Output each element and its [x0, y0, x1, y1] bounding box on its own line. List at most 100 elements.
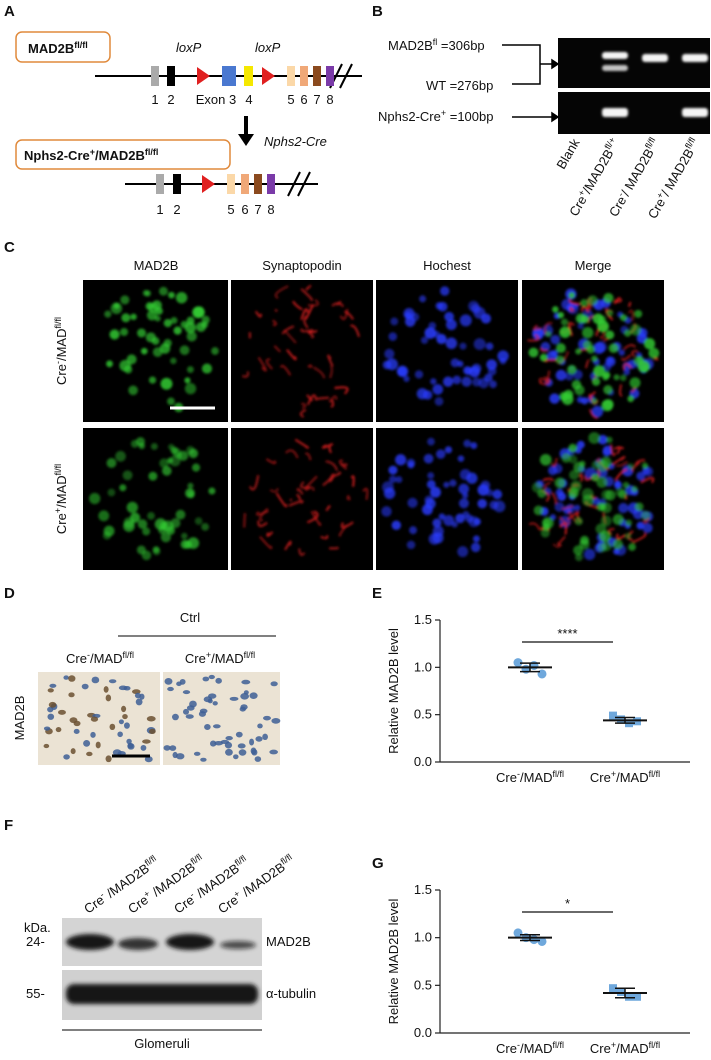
- filament: [259, 507, 269, 522]
- nucleus: [643, 338, 656, 350]
- superscript: +: [576, 188, 587, 198]
- nucleus: [122, 470, 133, 481]
- filament: [640, 476, 655, 484]
- nucleus: [103, 686, 109, 693]
- row-label: Cre-/MADfl/fl: [53, 317, 69, 385]
- data-point: [529, 935, 539, 945]
- gel-bands: [602, 52, 708, 117]
- superscript: +: [142, 888, 152, 899]
- nucleus: [450, 358, 460, 368]
- text-part: /MAD: [211, 651, 244, 666]
- nucleus: [404, 311, 412, 319]
- panel-label: G: [372, 855, 384, 872]
- filament: [551, 457, 558, 467]
- filament: [305, 284, 312, 291]
- filament: [542, 477, 554, 482]
- nucleus: [470, 542, 481, 553]
- nucleus: [426, 479, 436, 489]
- nucleus: [429, 486, 441, 498]
- nucleus: [586, 345, 595, 354]
- nucleus: [212, 701, 218, 706]
- filament: [610, 444, 617, 457]
- nucleus: [477, 484, 490, 496]
- nucleus: [414, 370, 424, 379]
- nucleus: [185, 488, 195, 499]
- nucleus: [549, 393, 560, 404]
- nucleus: [435, 449, 446, 459]
- superscript: +: [232, 888, 242, 899]
- nucleus: [561, 453, 572, 463]
- nucleus: [389, 475, 397, 484]
- nucleus: [105, 755, 112, 763]
- nucleus: [163, 745, 171, 751]
- superscript: fl/fl: [244, 650, 256, 660]
- nucleus: [565, 372, 574, 381]
- nucleus: [622, 481, 630, 489]
- nucleus: [142, 739, 151, 744]
- text-part: /MAD: [54, 329, 69, 362]
- nucleus: [164, 678, 173, 685]
- filament: [558, 515, 572, 525]
- nucleus: [492, 489, 503, 500]
- nucleus: [396, 365, 409, 378]
- ihc-image: [163, 672, 280, 765]
- column-header: Merge: [575, 258, 612, 273]
- nucleus: [569, 469, 580, 480]
- data-point: [529, 660, 539, 670]
- nucleus: [90, 731, 96, 738]
- nucleus: [148, 376, 157, 384]
- nucleus: [451, 521, 458, 528]
- nucleus: [98, 510, 110, 522]
- nucleus: [137, 519, 148, 529]
- nucleus: [597, 434, 608, 445]
- nucleus: [473, 338, 486, 351]
- nucleus: [106, 360, 113, 368]
- nucleus: [423, 453, 434, 464]
- superscript: fl/fl: [643, 136, 657, 151]
- text-part: Cre: [54, 364, 69, 385]
- nucleus: [486, 359, 498, 371]
- superscript: -: [517, 1040, 520, 1050]
- nucleus: [648, 347, 660, 359]
- lane-label: Cre- /MAD2Bfl/fl: [171, 853, 252, 916]
- data-point: [609, 711, 617, 720]
- nucleus: [584, 548, 596, 561]
- exon-blocks: [151, 66, 334, 86]
- text-part: Cre: [606, 194, 629, 220]
- x-tick-label: Cre+/MADfl/fl: [590, 1040, 660, 1056]
- filament: [269, 488, 279, 493]
- nucleus: [142, 289, 149, 297]
- nucleus: [442, 376, 454, 387]
- nucleus: [596, 459, 609, 472]
- filament: [595, 457, 600, 463]
- text-part: =100bp: [446, 109, 493, 124]
- y-tick-label: 1.0: [414, 930, 432, 945]
- nucleus: [424, 495, 434, 505]
- nucleus: [233, 754, 239, 760]
- nucleus: [444, 446, 453, 454]
- filament: [254, 310, 262, 318]
- blot-bands: [66, 934, 258, 1004]
- nucleus: [240, 693, 249, 700]
- nucleus: [580, 299, 588, 307]
- superscript: -: [188, 890, 196, 900]
- nucleus: [568, 443, 578, 453]
- filament: [527, 333, 540, 342]
- filament: [310, 510, 322, 526]
- nucleus: [155, 307, 163, 315]
- nucleus: [179, 678, 186, 685]
- filament: [266, 531, 274, 537]
- filament: [322, 474, 334, 487]
- nucleus: [271, 717, 281, 724]
- nucleus: [91, 676, 100, 684]
- filament: [320, 534, 329, 540]
- nucleus: [618, 489, 627, 499]
- nucleus: [194, 517, 203, 525]
- nucleus: [576, 396, 584, 404]
- nucleus: [186, 316, 195, 325]
- nucleus: [457, 360, 464, 368]
- nucleus: [618, 502, 629, 514]
- cells: [381, 437, 506, 558]
- nucleus: [612, 513, 624, 526]
- genotype: MAD2Bfl/fl: [28, 40, 88, 56]
